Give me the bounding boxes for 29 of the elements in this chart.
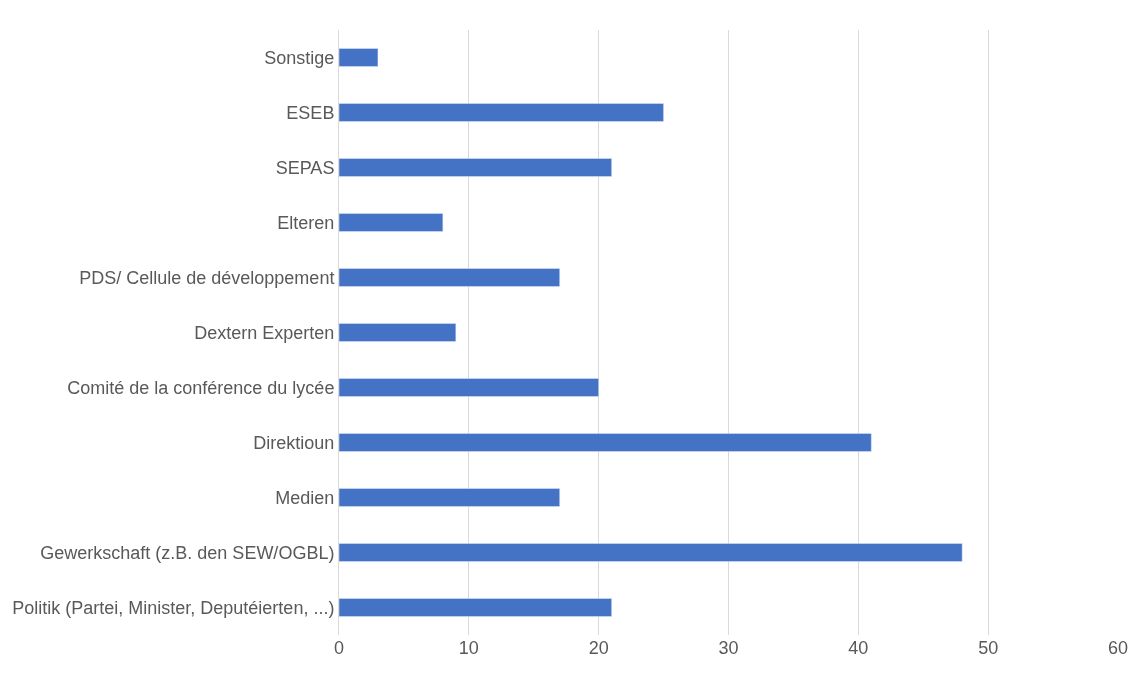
bar	[339, 158, 612, 177]
y-tick-label: SEPAS	[275, 157, 335, 178]
bar	[339, 103, 664, 122]
x-tick-label: 40	[848, 638, 869, 658]
y-tick-label: Comité de la conférence du lycée	[67, 377, 335, 398]
x-tick-label: 0	[333, 638, 345, 658]
y-tick-label: Dextern Experten	[194, 322, 335, 343]
bar	[339, 268, 560, 287]
bar	[339, 598, 612, 617]
bar	[339, 488, 560, 507]
y-tick-label: Direktioun	[253, 432, 335, 453]
x-tick-label: 20	[588, 638, 609, 658]
y-tick-label: Elteren	[277, 212, 335, 233]
bar	[339, 323, 457, 342]
y-tick-label: ESEB	[286, 102, 335, 123]
y-tick-label: PDS/ Cellule de développement	[79, 267, 335, 288]
y-tick-label: Medien	[275, 487, 335, 508]
bar	[339, 378, 599, 397]
x-tick-label: 10	[458, 638, 479, 658]
x-tick-label: 50	[978, 638, 999, 658]
y-tick-label: Politik (Partei, Minister, Deputéierten, ...)	[12, 597, 335, 618]
bar	[339, 543, 963, 562]
bar	[339, 48, 379, 67]
bar	[339, 213, 444, 232]
y-tick-label: Gewerkschaft (z.B. den SEW/OGBL)	[40, 542, 335, 563]
y-tick-label: Sonstige	[264, 47, 335, 68]
x-tick-label: 30	[718, 638, 739, 658]
bar	[339, 433, 872, 452]
x-tick-label: 60	[1107, 638, 1129, 658]
